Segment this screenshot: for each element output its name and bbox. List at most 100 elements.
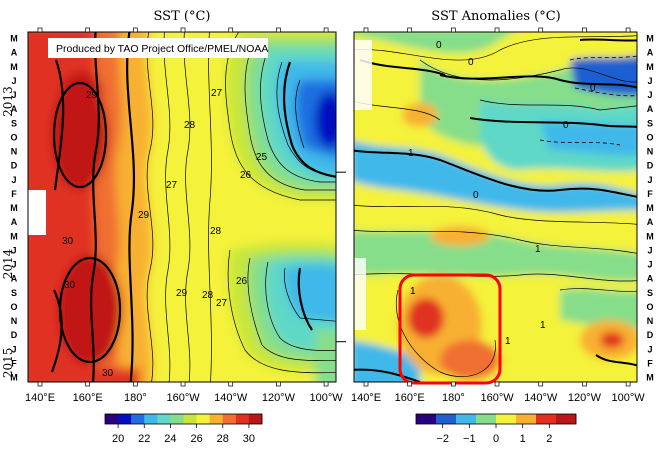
longitude-tick-mark [407, 27, 413, 33]
colorbar-cell [183, 414, 197, 424]
longitude-tick-label: 160°E [395, 392, 425, 404]
colorbar-tick-label: 22 [138, 433, 150, 445]
longitude-tick-label: 140°E [351, 392, 381, 404]
month-label-left: J [11, 175, 16, 185]
month-label-left: J [11, 260, 16, 270]
colorbar-cell [105, 414, 119, 424]
month-label-right: O [646, 132, 653, 142]
month-label-left: A [11, 217, 18, 227]
sst-contour-label: 27 [166, 180, 178, 191]
credit-text: Produced by TAO Project Office/PMEL/NOAA [56, 43, 268, 55]
longitude-tick-label: 160°W [166, 392, 200, 404]
colorbar-tick-label: 20 [112, 433, 124, 445]
month-label-right: A [647, 217, 654, 227]
colorbar-cell [416, 414, 437, 424]
sst-contour-labels: 29 27 28 25 26 27 28 29 30 26 28 29 27 3… [62, 88, 268, 379]
month-label-left: M [10, 203, 18, 213]
month-label-left: N [11, 147, 18, 157]
longitude-tick-mark [494, 381, 500, 387]
month-label-left: D [11, 330, 18, 340]
month-label-left: A [11, 48, 18, 58]
sst-thick-contours [50, 32, 336, 382]
anomaly-panel: 0 0 0 0 0 1 1 1 1 1 [353, 31, 638, 385]
colorbar-cell [222, 414, 237, 424]
month-label-left: J [11, 344, 16, 354]
sst-contour-label: 30 [102, 368, 114, 379]
month-label-right: O [646, 302, 653, 312]
colorbar-tick-label: 26 [190, 433, 202, 445]
colorbar-cell [516, 414, 537, 424]
longitude-tick-label: 100°W [612, 392, 646, 404]
month-label-left: J [11, 90, 16, 100]
month-label-right: J [647, 90, 652, 100]
month-label-right: A [647, 48, 654, 58]
month-label-right: J [647, 175, 652, 185]
anomaly-contour-label: 0 [590, 83, 596, 94]
longitude-tick-mark [85, 27, 91, 33]
longitude-tick-mark [228, 27, 234, 33]
month-label-right: F [647, 189, 653, 199]
sst-contour-label: 29 [176, 288, 188, 299]
anomaly-contour-labels: 0 0 0 0 0 1 1 1 1 1 [408, 40, 596, 347]
month-label-left: F [11, 189, 17, 199]
longitude-tick-mark [228, 381, 234, 387]
anomaly-contour-label: 0 [468, 57, 474, 68]
sst-colorbar: 20 22 24 26 28 30 [104, 413, 263, 445]
month-label-right: M [646, 34, 654, 44]
year-label: 2015 [1, 348, 15, 379]
colorbar-tick-label: 1 [520, 433, 526, 445]
anomaly-zero-contours [354, 38, 637, 382]
sst-contours [146, 32, 336, 382]
month-label-left: J [11, 76, 16, 86]
month-label-right: M [646, 373, 654, 383]
longitude-tick-mark [363, 27, 369, 33]
longitude-tick-label: 140°E [25, 392, 55, 404]
colorbar-cell [436, 414, 457, 424]
anomaly-dashed-contours [539, 55, 637, 146]
month-label-right: D [647, 330, 654, 340]
anomaly-contour-label: 0 [473, 190, 479, 201]
sst-panel: 29 27 28 25 26 27 28 29 30 26 28 29 27 3… [27, 31, 337, 383]
colorbar-cell [170, 414, 184, 424]
longitude-tick-mark [85, 381, 91, 387]
colorbar-tick-label: 28 [217, 433, 229, 445]
longitude-tick-mark [538, 381, 544, 387]
month-label-right: F [647, 358, 653, 368]
colorbar-cell [144, 414, 158, 424]
sst-contour-label: 26 [236, 276, 248, 287]
anomaly-colorbar-cells [416, 414, 577, 424]
month-label-right: N [647, 147, 654, 157]
month-label-left: M [10, 62, 18, 72]
colorbar-cell [157, 414, 171, 424]
sst-panel-title: SST (°C) [154, 9, 211, 24]
month-label-left: M [10, 373, 18, 383]
anomaly-colorbar: −2 −1 0 1 2 [415, 413, 577, 445]
month-label-left: A [11, 104, 18, 114]
longitude-tick-mark [276, 27, 281, 33]
longitude-tick-mark [451, 27, 456, 33]
month-label-left: M [10, 231, 18, 241]
anomaly-contour-label: 0 [436, 40, 442, 51]
longitude-tick-mark [323, 27, 329, 33]
anomaly-contour-label: 1 [505, 336, 511, 347]
anomaly-colorbar-ticks: −2 −1 0 1 2 [436, 424, 552, 445]
sst-contour-label: 29 [86, 90, 98, 101]
longitude-tick-mark [180, 27, 186, 33]
longitude-tick-mark [37, 381, 43, 387]
credit-box [48, 38, 268, 58]
colorbar-cell [196, 414, 210, 424]
month-label-left: F [11, 358, 17, 368]
month-label-right: J [647, 245, 652, 255]
anomaly-field [354, 32, 637, 382]
month-label-right: S [647, 118, 653, 128]
longitude-tick-label: 140°W [214, 392, 248, 404]
month-label-right: J [647, 344, 652, 354]
anomaly-contour-label: 1 [540, 320, 546, 331]
month-label-left: M [10, 34, 18, 44]
colorbar-cell [248, 414, 263, 424]
longitude-tick-mark [407, 381, 413, 387]
colorbar-tick-label: 2 [546, 433, 552, 445]
anomaly-contour-label: 1 [535, 244, 541, 255]
sst-contour-label: 25 [256, 152, 268, 163]
